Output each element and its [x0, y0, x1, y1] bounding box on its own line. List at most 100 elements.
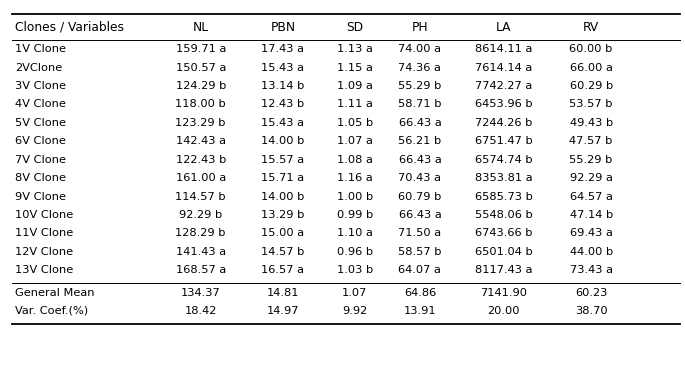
Text: 13.91: 13.91 — [403, 306, 436, 316]
Text: 14.00 b: 14.00 b — [261, 136, 305, 146]
Text: 10V Clone: 10V Clone — [15, 210, 73, 220]
Text: 14.97: 14.97 — [266, 306, 299, 316]
Text: 1.09 a: 1.09 a — [337, 81, 373, 91]
Text: 60.23: 60.23 — [575, 288, 608, 298]
Text: 53.57 b: 53.57 b — [569, 100, 613, 109]
Text: 66.43 a: 66.43 a — [399, 210, 441, 220]
Text: 1.07: 1.07 — [342, 288, 368, 298]
Text: 6V Clone: 6V Clone — [15, 136, 66, 146]
Text: 9V Clone: 9V Clone — [15, 192, 66, 201]
Text: 15.71 a: 15.71 a — [262, 173, 304, 183]
Text: 1.03 b: 1.03 b — [337, 265, 373, 275]
Text: 168.57 a: 168.57 a — [175, 265, 226, 275]
Text: 4V Clone: 4V Clone — [15, 100, 66, 109]
Text: 44.00 b: 44.00 b — [569, 247, 613, 257]
Text: 1.10 a: 1.10 a — [337, 228, 373, 238]
Text: 8117.43 a: 8117.43 a — [475, 265, 532, 275]
Text: 55.29 b: 55.29 b — [398, 81, 442, 91]
Text: 66.43 a: 66.43 a — [399, 155, 441, 165]
Text: 5V Clone: 5V Clone — [15, 118, 66, 128]
Text: 128.29 b: 128.29 b — [175, 228, 226, 238]
Text: 49.43 b: 49.43 b — [569, 118, 613, 128]
Text: 142.43 a: 142.43 a — [176, 136, 225, 146]
Text: Var. Coef.(%): Var. Coef.(%) — [15, 306, 88, 316]
Text: 6743.66 b: 6743.66 b — [475, 228, 532, 238]
Text: 6574.74 b: 6574.74 b — [475, 155, 533, 165]
Text: 47.14 b: 47.14 b — [569, 210, 613, 220]
Text: 14.57 b: 14.57 b — [261, 247, 305, 257]
Text: 2VClone: 2VClone — [15, 63, 62, 73]
Text: RV: RV — [583, 21, 599, 34]
Text: 0.96 b: 0.96 b — [337, 247, 373, 257]
Text: 18.42: 18.42 — [184, 306, 217, 316]
Text: 1.07 a: 1.07 a — [337, 136, 373, 146]
Text: 15.43 a: 15.43 a — [262, 63, 304, 73]
Text: 6751.47 b: 6751.47 b — [475, 136, 533, 146]
Text: 92.29 a: 92.29 a — [570, 173, 612, 183]
Text: 8353.81 a: 8353.81 a — [475, 173, 533, 183]
Text: 17.43 a: 17.43 a — [262, 44, 304, 54]
Text: 74.00 a: 74.00 a — [399, 44, 441, 54]
Text: 56.21 b: 56.21 b — [398, 136, 442, 146]
Text: 6501.04 b: 6501.04 b — [475, 247, 533, 257]
Text: 7742.27 a: 7742.27 a — [475, 81, 532, 91]
Text: 13.29 b: 13.29 b — [261, 210, 305, 220]
Text: PBN: PBN — [271, 21, 295, 34]
Text: 0.99 b: 0.99 b — [337, 210, 373, 220]
Text: 66.00 a: 66.00 a — [570, 63, 612, 73]
Text: 141.43 a: 141.43 a — [175, 247, 226, 257]
Text: 114.57 b: 114.57 b — [175, 192, 226, 201]
Text: 118.00 b: 118.00 b — [175, 100, 226, 109]
Text: 161.00 a: 161.00 a — [175, 173, 226, 183]
Text: 1.15 a: 1.15 a — [337, 63, 373, 73]
Text: 1.16 a: 1.16 a — [337, 173, 373, 183]
Text: PH: PH — [412, 21, 428, 34]
Text: NL: NL — [192, 21, 209, 34]
Text: 7614.14 a: 7614.14 a — [475, 63, 532, 73]
Text: 64.07 a: 64.07 a — [399, 265, 441, 275]
Text: 15.57 a: 15.57 a — [262, 155, 304, 165]
Text: 70.43 a: 70.43 a — [399, 173, 441, 183]
Text: 16.57 a: 16.57 a — [262, 265, 304, 275]
Text: General Mean: General Mean — [15, 288, 95, 298]
Text: 60.00 b: 60.00 b — [569, 44, 613, 54]
Text: 55.29 b: 55.29 b — [569, 155, 613, 165]
Text: 6585.73 b: 6585.73 b — [475, 192, 533, 201]
Text: 123.29 b: 123.29 b — [175, 118, 226, 128]
Text: 12V Clone: 12V Clone — [15, 247, 73, 257]
Text: 1.08 a: 1.08 a — [337, 155, 373, 165]
Text: 64.57 a: 64.57 a — [570, 192, 612, 201]
Text: 74.36 a: 74.36 a — [399, 63, 441, 73]
Text: 3V Clone: 3V Clone — [15, 81, 66, 91]
Text: 69.43 a: 69.43 a — [570, 228, 612, 238]
Text: 92.29 b: 92.29 b — [179, 210, 223, 220]
Text: 7141.90: 7141.90 — [480, 288, 527, 298]
Text: 6453.96 b: 6453.96 b — [475, 100, 533, 109]
Text: 60.29 b: 60.29 b — [569, 81, 613, 91]
Text: SD: SD — [346, 21, 363, 34]
Text: 73.43 a: 73.43 a — [570, 265, 612, 275]
Text: 1.00 b: 1.00 b — [337, 192, 373, 201]
Text: 15.43 a: 15.43 a — [262, 118, 304, 128]
Text: 1.13 a: 1.13 a — [337, 44, 373, 54]
Text: 20.00: 20.00 — [488, 306, 520, 316]
Text: 8614.11 a: 8614.11 a — [475, 44, 532, 54]
Text: 134.37: 134.37 — [181, 288, 221, 298]
Text: 124.29 b: 124.29 b — [175, 81, 226, 91]
Text: 71.50 a: 71.50 a — [399, 228, 441, 238]
Text: 58.57 b: 58.57 b — [398, 247, 442, 257]
Text: 64.86: 64.86 — [403, 288, 436, 298]
Text: 66.43 a: 66.43 a — [399, 118, 441, 128]
Text: 14.00 b: 14.00 b — [261, 192, 305, 201]
Text: 5548.06 b: 5548.06 b — [475, 210, 533, 220]
Text: 159.71 a: 159.71 a — [175, 44, 226, 54]
Text: 7244.26 b: 7244.26 b — [475, 118, 532, 128]
Text: 58.71 b: 58.71 b — [398, 100, 442, 109]
Text: 13V Clone: 13V Clone — [15, 265, 73, 275]
Text: 122.43 b: 122.43 b — [175, 155, 226, 165]
Text: 11V Clone: 11V Clone — [15, 228, 73, 238]
Text: 15.00 a: 15.00 a — [262, 228, 304, 238]
Text: 1.05 b: 1.05 b — [337, 118, 373, 128]
Text: 13.14 b: 13.14 b — [261, 81, 305, 91]
Text: 38.70: 38.70 — [575, 306, 608, 316]
